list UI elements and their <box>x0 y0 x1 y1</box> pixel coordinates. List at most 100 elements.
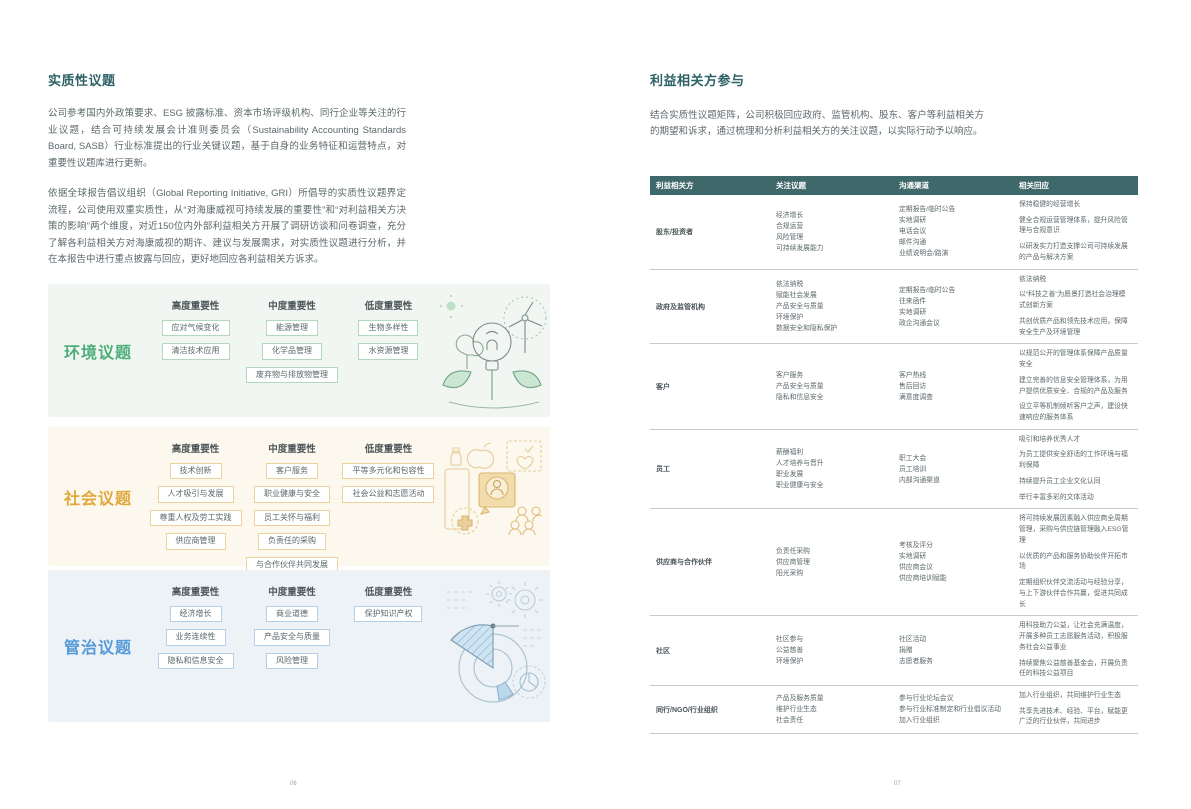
header-channels: 沟通渠道 <box>899 181 929 190</box>
responses-cell: 加入行业组织，共同维护行业生态共享先进技术、经验、平台，赋能更广泛的行业伙伴，共… <box>1013 686 1138 733</box>
responses-cell: 依法纳税 以“科技之善”为愿景打造社会治理模式创新方案 共创优质产品和领先技术应用，… <box>1013 270 1138 344</box>
issue-chip: 员工关怀与福利 <box>254 509 330 527</box>
channels-cell-item: 供应商培训赋能 <box>899 575 947 583</box>
issue-chip: 化学品管理 <box>262 343 322 360</box>
channels-cell-item: 电话会议 <box>899 228 927 236</box>
stakeholder-name: 社区 <box>656 647 670 655</box>
responses-cell: 吸引和培养优秀人才 为员工提供安全舒适的工作环境与福利保障 持续提升员工企业文化认同… <box>1013 430 1138 509</box>
stakeholder-name: 员工 <box>656 466 670 474</box>
topics-cell-item: 产品安全与质量 <box>776 303 824 310</box>
topics-cell: 负责任采购 供应商管理 阳光采购 <box>770 509 893 615</box>
materiality-paragraph-1: 公司参考国内外政策要求、ESG 披露标准、资本市场评级机构、同行企业等关注的行业… <box>48 108 406 169</box>
channels-cell-item: 定期报告/临时公告 <box>899 206 956 214</box>
topics-cell-item: 依法纳税 <box>776 281 804 288</box>
channels-cell-item: 实地调研 <box>899 553 927 561</box>
importance-column-header: 中度重要性 <box>268 444 316 455</box>
response-item: 设立平等机制倾听客户之声，建设快速响应的服务体系 <box>1019 403 1128 422</box>
topics-cell-item: 合规运营 <box>776 222 804 230</box>
issue-chip: 平等多元化和包容性 <box>342 463 435 480</box>
stakeholder-table-body: 股东/投资者 经济增长 合规运营 风险管理 可持续发展能力 定期报告/临时公告 实地调研 电话… <box>650 195 1138 735</box>
governance-illustration-icon <box>436 570 550 722</box>
response-item: 加入行业组织，共同维护行业生态 <box>1019 691 1121 699</box>
topics-cell-item: 职业发展 <box>776 471 804 479</box>
channels-cell-item: 客户热线 <box>899 372 927 380</box>
channels-cell-item: 业绩说明会/路演 <box>899 250 949 258</box>
channels-cell: 客户热线 售后回访 满意度调查 <box>893 344 1013 428</box>
channels-cell-item: 内部沟通渠道 <box>899 476 940 484</box>
topics-cell-item: 阳光采购 <box>776 569 804 577</box>
stakeholder-name: 政府及监管机构 <box>656 303 705 311</box>
channels-cell-item: 参与行业标准制定和行业倡议活动 <box>899 706 1001 714</box>
topics-cell-item: 客户服务 <box>776 372 804 380</box>
governance-issues-columns: 高度重要性 经济增长 业务连续性 隐私和信息安全 中度重要性 商业道德 产品安全与质量 风险管… <box>148 570 436 722</box>
importance-column-header: 高度重要性 <box>171 301 220 312</box>
environment-column-2: 中度重要性能源管理化学品管理废弃物与排放物管理 <box>244 298 339 417</box>
channels-cell-item: 职工大会 <box>899 454 927 462</box>
issue-chip: 商业道德 <box>266 606 318 623</box>
stakeholder-intro-paragraph: 结合实质性议题矩阵，公司积极回应政府、监管机构、股东、客户等利益相关方的期望和诉… <box>650 110 984 138</box>
channels-cell: 职工大会员工培训内部沟通渠道 <box>893 430 1013 509</box>
response-item: 持续提升员工企业文化认同 <box>1019 477 1101 485</box>
governance-issues-box: 管治议题 高度重要性 经济增长 业务连续性 隐私和信息安全 中度重要性 商业道德 产品安全与… <box>48 570 550 722</box>
importance-column-header: 高度重要性 <box>171 587 220 598</box>
channels-cell: 考核及评分 实地调研 供应商会议 供应商培训赋能 <box>893 509 1013 615</box>
channels-cell-item: 实地调研 <box>899 217 927 225</box>
topics-cell-item: 赋能社会发展 <box>776 292 817 299</box>
response-item: 共创优质产品和领先技术应用，保障安全生产及环境管理 <box>1019 317 1128 336</box>
importance-column-header: 低度重要性 <box>364 444 413 455</box>
responses-cell: 用科技助力公益，让社会充满温度，开展多种员工志愿服务活动，积极服务社会公益事业持… <box>1013 616 1138 685</box>
topics-cell-item: 隐私和信息安全 <box>776 394 824 402</box>
topics-cell-item: 供应商管理 <box>776 558 810 566</box>
channels-cell-item: 加入行业组织 <box>899 717 940 725</box>
governance-column-3: 低度重要性保护知识产权 <box>341 584 436 722</box>
responses-cell: 保持稳健的经营增长 健全合规运营管理体系，提升风险管理与合规意识 以研发实力打造支撑… <box>1013 195 1138 269</box>
stakeholder-row: 同行/NGO/行业组织 产品及服务质量 维护行业生态 社会责任 参与行业论坛会议 参与行业… <box>650 686 1138 735</box>
topics-cell: 依法纳税 赋能社会发展 产品安全与质量 环境保护 数据安全和隐私保护 <box>770 270 893 344</box>
social-illustration-icon <box>436 427 550 566</box>
response-item: 共享先进技术、经验、平台，赋能更广泛的行业伙伴，共同进步 <box>1019 707 1128 726</box>
importance-column-header: 中度重要性 <box>268 587 316 598</box>
issue-chip: 水资源管理 <box>358 343 419 360</box>
issue-chip: 能源管理 <box>266 320 318 337</box>
channels-cell: 参与行业论坛会议参与行业标准制定和行业倡议活动 加入行业组织 <box>893 686 1013 733</box>
channels-cell-item: 员工培训 <box>899 465 927 473</box>
materiality-paragraph-2: 依据全球报告倡议组织（Global Reporting Initiative, … <box>48 188 406 266</box>
response-item: 为员工提供安全舒适的工作环境与福利保障 <box>1019 451 1128 470</box>
responses-cell: 以规范公开的管理体系保障产品质量安全 建立完善的信息安全管理体系，为用户提供优质安… <box>1013 344 1138 428</box>
issue-chip: 保护知识产权 <box>354 606 423 623</box>
response-item: 举行丰富多彩的文体活动 <box>1019 493 1094 501</box>
channels-cell: 社区活动 捐赠 志愿者服务 <box>893 616 1013 685</box>
response-item: 以规范公开的管理体系保障产品质量安全 <box>1019 350 1128 369</box>
topics-cell-item: 社区参与 <box>776 636 804 644</box>
left-page-title: 实质性议题 <box>48 73 116 88</box>
issue-chip: 产品安全与质量 <box>254 629 330 646</box>
topics-cell: 薪酬福利 人才培养与晋升 职业发展 职业健康与安全 <box>770 430 893 509</box>
response-item: 以研发实力打造支撑公司可持续发展的产品与解决方案 <box>1019 243 1128 261</box>
social-box-label: 社会议题 <box>63 490 132 508</box>
social-issues-columns: 高度重要性 技术创新 人才吸引与发展 尊重人权及劳工实践 供应商管理 中度重要性 客户服务职… <box>148 427 436 573</box>
issue-chip: 供应商管理 <box>165 533 226 550</box>
header-stakeholder: 利益相关方 <box>656 181 694 190</box>
issue-chip: 应对气候变化 <box>161 320 230 337</box>
channels-cell-item: 志愿者服务 <box>899 658 933 666</box>
stakeholder-name: 客户 <box>656 383 670 391</box>
channels-cell-item: 往来函件 <box>899 297 927 305</box>
channels-cell-item: 考核及评分 <box>899 542 933 550</box>
stakeholder-name: 股东/投资者 <box>656 228 693 236</box>
environment-column-1: 高度重要性 应对气候变化 清洁技术应用 <box>148 298 243 417</box>
channels-cell-item: 定期报告/临时公告 <box>899 286 956 294</box>
stakeholder-table: 利益相关方 关注议题 沟通渠道 相关回应 股东/投资者 经济增长 合规运营 风险管理可… <box>650 176 1138 735</box>
issue-chip: 废弃物与排放物管理 <box>246 366 338 384</box>
channels-cell-item: 参与行业论坛会议 <box>899 695 954 703</box>
topics-cell-item: 公益慈善 <box>776 647 804 655</box>
topics-cell: 经济增长 合规运营 风险管理 可持续发展能力 <box>770 195 893 269</box>
response-item: 将可持续发展因素融入供应商全周期管理，采购与供应链管理融入ESG管理 <box>1019 515 1129 544</box>
importance-column-header: 中度重要性 <box>268 301 316 312</box>
response-item: 用科技助力公益，让社会充满温度，开展多种员工志愿服务活动，积极服务社会公益事业 <box>1019 622 1128 651</box>
response-item: 定期组织伙伴交流活动与经验分享，与上下游伙伴合作共赢，促进共同成长 <box>1019 579 1128 608</box>
importance-column-header: 低度重要性 <box>364 587 413 598</box>
response-item: 持续聚焦公益慈善基金会，开展负责任的科技公益项目 <box>1019 659 1128 678</box>
stakeholder-row: 员工 薪酬福利 人才培养与晋升 职业发展 职业健康与安全 职工大会 员工培训 内部沟通渠道 吸引… <box>650 430 1138 510</box>
header-topics: 关注议题 <box>776 181 806 190</box>
